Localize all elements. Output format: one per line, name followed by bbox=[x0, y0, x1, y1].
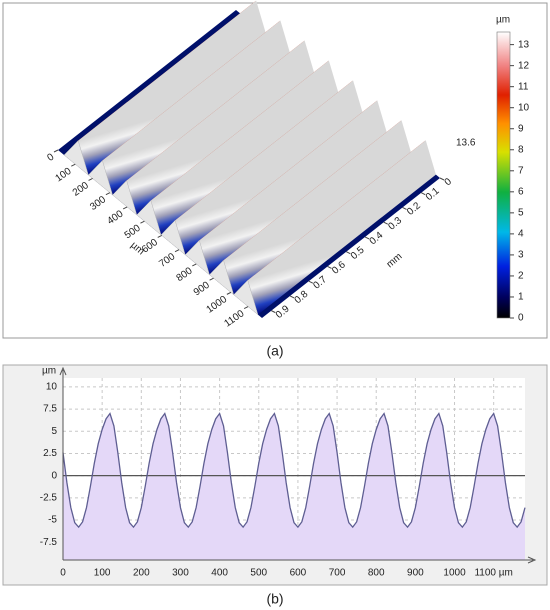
colorbar-tick-label: 2 bbox=[518, 271, 524, 282]
x-tick-label: 1100 µm bbox=[474, 568, 512, 579]
y-tick-label: 2.5 bbox=[43, 448, 57, 459]
x-tick bbox=[226, 291, 232, 295]
surface-3d bbox=[58, 0, 440, 318]
ridge-end bbox=[136, 199, 162, 236]
y-tick-label: -7.5 bbox=[40, 537, 58, 548]
y-tick-label: 7.5 bbox=[43, 404, 57, 415]
x-tick bbox=[88, 178, 93, 181]
x-tick-label: 600 bbox=[290, 568, 307, 579]
ridge-end bbox=[209, 259, 235, 296]
y-axis-arrow bbox=[59, 366, 67, 376]
y-tick bbox=[271, 310, 276, 314]
colorbar-tick-label: 4 bbox=[518, 229, 524, 240]
colorbar-tick-label: 13 bbox=[518, 39, 530, 50]
colorbar-tick-label: 7 bbox=[518, 165, 524, 176]
x-tick bbox=[192, 263, 197, 267]
y-tick bbox=[289, 295, 295, 299]
y-tick-label: 5 bbox=[51, 426, 57, 437]
x-tick bbox=[105, 192, 111, 196]
ridge-fall bbox=[150, 60, 340, 235]
y-tick bbox=[346, 251, 351, 255]
colorbar-tick-label: 0 bbox=[518, 313, 524, 324]
y-tick bbox=[421, 192, 426, 196]
x-tick bbox=[157, 234, 162, 238]
y-tick bbox=[383, 221, 389, 225]
colorbar-label: µm bbox=[496, 15, 510, 26]
colorbar-tick-label: 8 bbox=[518, 144, 524, 155]
area-fill bbox=[63, 413, 525, 560]
x-axis-arrow bbox=[527, 556, 537, 564]
ridge-end bbox=[63, 140, 89, 176]
colorbar-tick-label: 1 bbox=[518, 292, 524, 303]
colorbar-tick-label: 12 bbox=[518, 60, 530, 71]
y-tick bbox=[402, 207, 407, 210]
y-tick-label: -5 bbox=[48, 515, 57, 526]
profile-line bbox=[62, 412, 526, 529]
caption-b: (b) bbox=[266, 591, 283, 607]
x-tick bbox=[140, 220, 145, 224]
ridge-end bbox=[87, 160, 114, 196]
x-tick bbox=[53, 149, 59, 153]
y-tick-label: 10 bbox=[46, 382, 58, 393]
x-tick-label: 800 bbox=[368, 568, 385, 579]
x-tick bbox=[243, 306, 249, 310]
y-tick bbox=[308, 280, 314, 284]
x-tick-label: 100 bbox=[94, 568, 111, 579]
colorbar-tick-label: 9 bbox=[518, 123, 524, 134]
ridge-end bbox=[233, 279, 259, 316]
x-tick bbox=[209, 277, 214, 281]
x-tick bbox=[122, 206, 128, 210]
y-tick bbox=[327, 265, 332, 269]
ridge-fall bbox=[78, 0, 267, 175]
y-tick bbox=[364, 236, 370, 240]
x-tick bbox=[71, 163, 76, 167]
x-tick-label: 500 bbox=[250, 568, 267, 579]
ridge-end bbox=[112, 180, 138, 216]
colorbar-tick-label: 11 bbox=[518, 81, 529, 92]
caption-a: (a) bbox=[266, 343, 283, 359]
colorbar bbox=[496, 31, 511, 319]
x-tick-label: 300 bbox=[172, 568, 189, 579]
x-tick-label: 900 bbox=[407, 568, 424, 579]
colorbar-tick-label: 6 bbox=[518, 186, 524, 197]
x-tick-label: 200 bbox=[133, 568, 150, 579]
x-tick-label: 1000 bbox=[443, 568, 466, 579]
ridge-end bbox=[184, 239, 210, 276]
z-max-label: 13.6 bbox=[456, 138, 476, 149]
ridge-end bbox=[160, 219, 186, 256]
ridge-fall bbox=[247, 140, 436, 315]
ridge-fall bbox=[199, 100, 388, 275]
ridge-fall bbox=[175, 80, 364, 255]
y-tick bbox=[439, 177, 445, 181]
x-tick-label: 700 bbox=[329, 568, 346, 579]
colorbar-tick-label: 5 bbox=[518, 207, 524, 218]
y-axis-label: µm bbox=[42, 366, 56, 377]
ridge-fall bbox=[102, 20, 291, 195]
colorbar-tick-label: 10 bbox=[518, 102, 530, 113]
colorbar-tick-label: 3 bbox=[518, 250, 524, 261]
y-tick-label: 0 bbox=[51, 470, 57, 481]
x-tick-label: 0 bbox=[60, 568, 66, 579]
ridge-fall bbox=[126, 40, 315, 215]
x-tick-label: 400 bbox=[211, 568, 228, 579]
x-tick bbox=[174, 249, 180, 253]
x-tick-label: 0 bbox=[45, 151, 56, 163]
y-tick-label: 0 bbox=[443, 176, 455, 188]
ridge-fall bbox=[223, 120, 412, 295]
y-tick-label: -2.5 bbox=[40, 492, 58, 503]
